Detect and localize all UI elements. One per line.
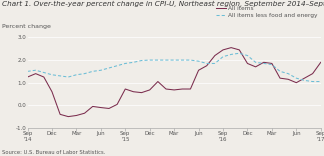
Text: Chart 1. Over-the-year percent change in CPI-U, Northeast region, September 2014: Chart 1. Over-the-year percent change in… (2, 1, 324, 7)
Text: Source: U.S. Bureau of Labor Statistics.: Source: U.S. Bureau of Labor Statistics. (2, 150, 105, 155)
Text: Percent change: Percent change (2, 24, 51, 29)
Legend: All items, All items less food and energy: All items, All items less food and energ… (215, 6, 318, 18)
